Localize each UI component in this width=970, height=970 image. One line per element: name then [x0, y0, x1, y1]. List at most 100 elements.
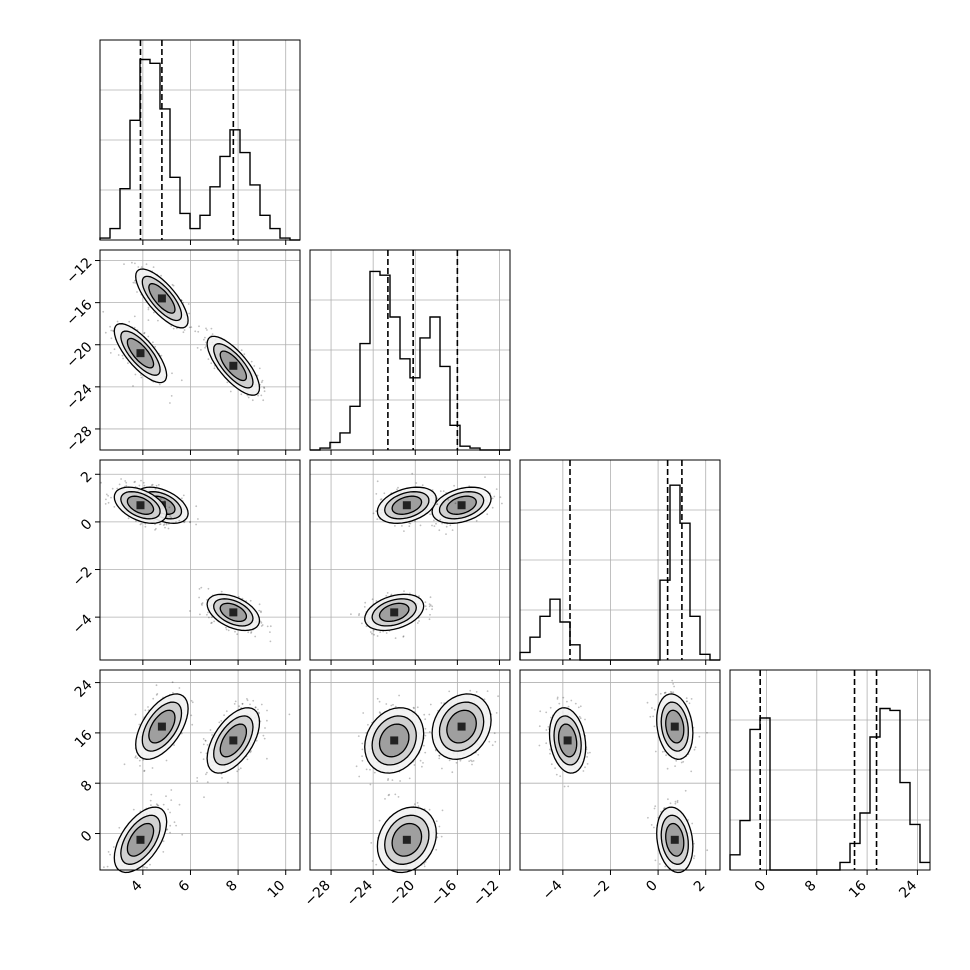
scatter-point: [175, 824, 177, 827]
scatter-point: [685, 697, 688, 700]
scatter-point: [116, 487, 119, 490]
scatter-point: [371, 598, 374, 601]
scatter-point: [371, 632, 373, 635]
density-peak: [402, 501, 411, 510]
scatter-point: [471, 763, 473, 766]
scatter-point: [170, 799, 173, 801]
scatter-point: [140, 522, 143, 525]
scatter-point: [203, 796, 205, 799]
scatter-point: [122, 357, 124, 360]
panel-r1-c1: [309, 249, 511, 455]
scatter-point: [428, 605, 431, 608]
scatter-point: [225, 628, 228, 631]
scatter-point: [397, 486, 399, 489]
scatter-point: [266, 757, 268, 760]
scatter-point: [269, 625, 272, 628]
scatter-point: [447, 499, 450, 501]
scatter-point: [227, 629, 230, 632]
scatter-point: [497, 695, 499, 698]
scatter-point: [205, 327, 207, 330]
panel-frame: [99, 459, 301, 661]
scatter-point: [134, 282, 137, 284]
y-tick-label: −28: [63, 423, 95, 455]
scatter-point: [436, 503, 438, 506]
scatter-point: [140, 374, 142, 376]
scatter-point: [200, 349, 202, 351]
scatter-point: [666, 767, 669, 770]
scatter-point: [428, 731, 431, 733]
scatter-point: [424, 734, 427, 737]
scatter-point: [223, 714, 225, 717]
scatter-point: [158, 523, 161, 526]
scatter-point: [491, 506, 494, 509]
scatter-point: [220, 590, 223, 593]
scatter-point: [246, 758, 249, 761]
scatter-point: [247, 396, 250, 399]
scatter-point: [421, 765, 423, 768]
density-peak: [457, 501, 466, 510]
scatter-point: [211, 616, 213, 619]
scatter-point: [394, 525, 396, 527]
scatter-point: [674, 765, 676, 767]
scatter-point: [423, 713, 426, 716]
scatter-point: [261, 379, 264, 382]
density-peak: [390, 736, 399, 745]
scatter-point: [419, 759, 422, 762]
scatter-point: [373, 771, 376, 774]
scatter-point: [134, 713, 137, 716]
scatter-point: [162, 524, 165, 526]
scatter-point: [163, 523, 166, 525]
scatter-point: [380, 498, 383, 500]
scatter-point: [370, 842, 373, 844]
y-tick-label: 2: [78, 469, 96, 487]
x-tick-label: 10: [265, 878, 289, 902]
scatter-point: [269, 640, 272, 643]
scatter-point: [139, 523, 142, 526]
scatter-point: [468, 760, 471, 762]
scatter-point: [499, 496, 502, 499]
scatter-point: [369, 768, 371, 771]
scatter-point: [138, 723, 141, 726]
scatter-point: [155, 484, 158, 487]
scatter-point: [398, 694, 400, 697]
scatter-point: [694, 746, 697, 749]
x-tick-label: −12: [470, 878, 502, 910]
scatter-point: [134, 480, 136, 483]
scatter-point: [200, 586, 203, 589]
scatter-point: [469, 689, 472, 692]
scatter-point: [494, 740, 497, 743]
scatter-point: [206, 329, 208, 331]
scatter-point: [198, 588, 201, 590]
scatter-point: [433, 525, 436, 527]
scatter-point: [136, 757, 139, 759]
scatter-point: [202, 743, 205, 746]
scatter-point: [144, 525, 147, 528]
scatter-point: [172, 327, 175, 330]
scatter-point: [157, 484, 160, 486]
scatter-point: [394, 705, 397, 708]
scatter-point: [288, 713, 291, 716]
panel-frame: [99, 39, 301, 241]
scatter-point: [390, 704, 393, 707]
scatter-point: [155, 803, 158, 806]
scatter-point: [155, 684, 158, 687]
scatter-point: [449, 524, 452, 527]
scatter-point: [206, 613, 208, 616]
y-tick-label: 0: [78, 516, 96, 534]
scatter-point: [227, 781, 229, 784]
scatter-point: [424, 751, 427, 754]
panel-frame: [99, 249, 301, 451]
scatter-point: [249, 751, 252, 754]
scatter-point: [160, 492, 163, 495]
scatter-point: [653, 708, 656, 711]
scatter-point: [472, 760, 475, 762]
scatter-point: [172, 691, 174, 694]
scatter-point: [105, 498, 107, 501]
scatter-point: [113, 506, 116, 508]
scatter-point: [176, 327, 178, 330]
scatter-point: [143, 331, 146, 334]
scatter-point: [361, 748, 364, 751]
scatter-point: [665, 754, 667, 757]
scatter-point: [375, 863, 378, 866]
y-tick-label: 8: [78, 778, 96, 796]
